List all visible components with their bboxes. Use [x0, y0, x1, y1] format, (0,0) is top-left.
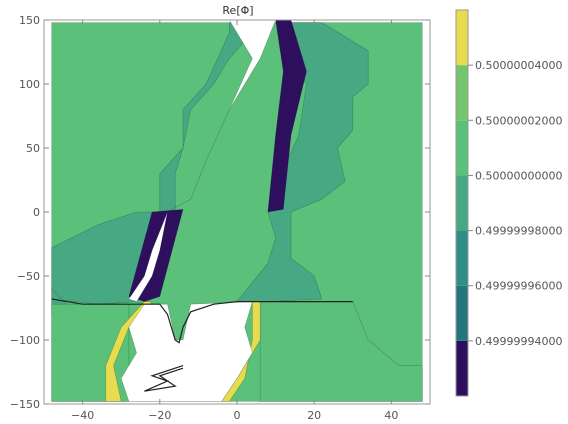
contour-region-5 — [259, 301, 423, 402]
legend-frame — [455, 9, 469, 397]
chart-title: Re[Φ] — [222, 4, 253, 17]
legend-tick-label: 0.49999998000 — [475, 225, 562, 238]
legend-tick-label: 0.50000000000 — [475, 169, 562, 182]
legend-band-4 — [456, 120, 468, 176]
x-tick-label: −20 — [148, 409, 171, 422]
legend-tick-label: 0.50000004000 — [475, 59, 562, 72]
x-tick-label: 20 — [307, 409, 321, 422]
x-tick-label: 40 — [384, 409, 398, 422]
contour-line-0 — [51, 298, 353, 344]
y-tick-label: 150 — [19, 14, 40, 27]
legend-band-5 — [456, 65, 468, 121]
x-tick-label: −40 — [71, 409, 94, 422]
color-legend: 0.50000004000 0.50000002000 0.50000000000 0… — [455, 9, 562, 397]
legend-band-0 — [456, 340, 468, 396]
legend-band-2 — [456, 230, 468, 286]
contour-regions — [51, 20, 423, 402]
x-axis: −40 −20 0 20 40 — [71, 20, 398, 422]
y-tick-label: −100 — [10, 334, 40, 347]
legend-tick-label: 0.50000002000 — [475, 114, 562, 127]
y-tick-label: 0 — [33, 206, 40, 219]
y-tick-label: 50 — [26, 142, 40, 155]
legend-band-6 — [456, 10, 468, 66]
legend-tick-label: 0.49999994000 — [475, 335, 562, 348]
x-tick-label: 0 — [234, 409, 241, 422]
legend-tick-label: 0.49999996000 — [475, 280, 562, 293]
contour-line-1 — [144, 365, 184, 392]
y-axis: 150 100 50 0 −50 −100 −150 — [10, 14, 430, 411]
y-tick-label: 100 — [19, 78, 40, 91]
plot-area — [51, 20, 423, 402]
legend-band-1 — [456, 285, 468, 341]
excluded-region-10 — [120, 20, 276, 402]
y-tick-label: −50 — [17, 270, 40, 283]
legend-band-3 — [456, 175, 468, 231]
y-tick-label: −150 — [10, 398, 40, 411]
contour-region-7 — [267, 20, 307, 213]
